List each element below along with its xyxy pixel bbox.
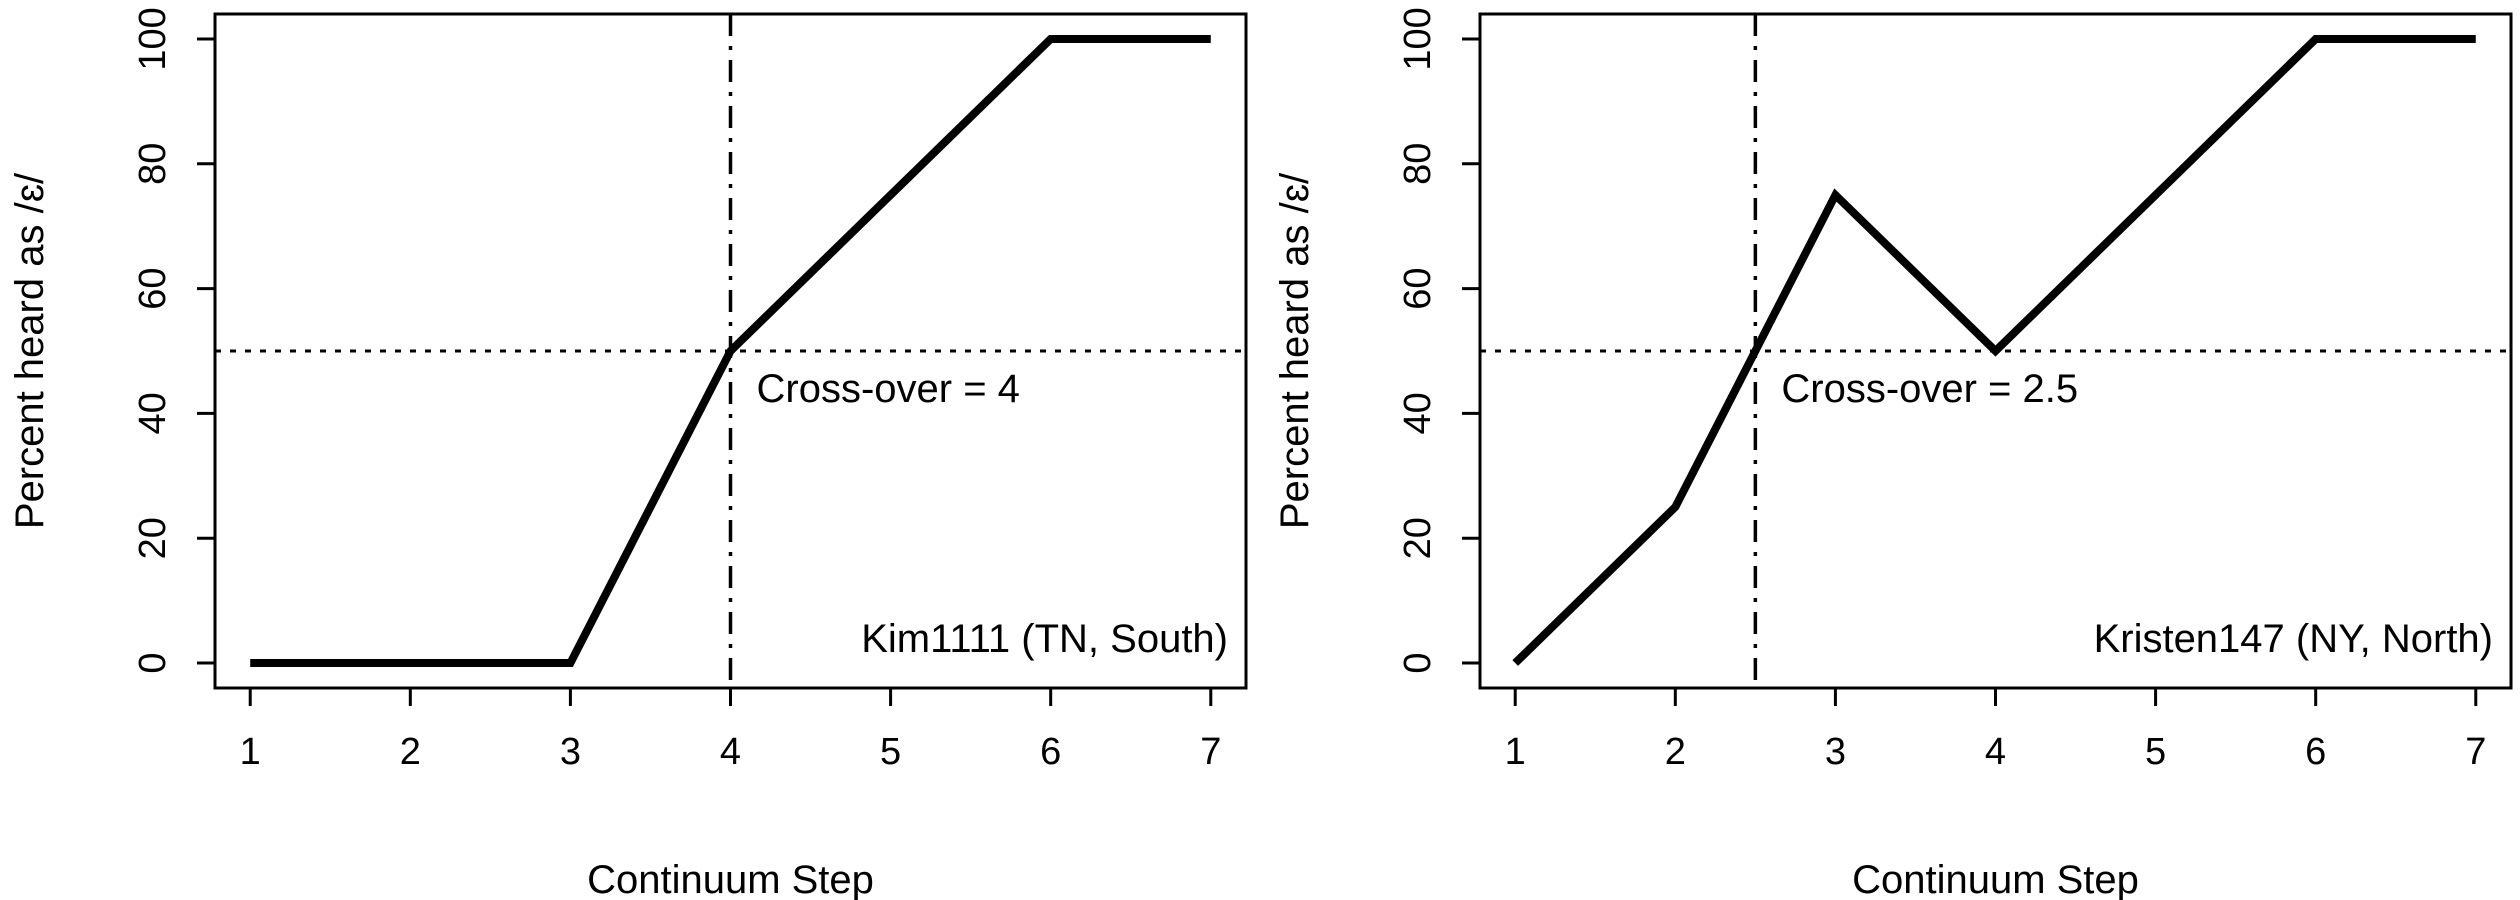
- speaker-label: Kristen147 (NY, North): [2094, 617, 2493, 661]
- y-tick-label: 60: [132, 267, 174, 309]
- speaker-label: Kim1111 (TN, South): [861, 617, 1228, 661]
- chart-panel-1: 1 2 3 4 5 6 7 0 20 40 60 80 100 Continuum Step Percent…: [8, 7, 1248, 900]
- series-line-1: [1512, 34, 2476, 666]
- y-tick-label: 60: [1397, 267, 1439, 309]
- y-tick-label: 0: [132, 652, 174, 673]
- x-tick-label: 4: [720, 731, 741, 773]
- y-tick-label: 80: [1397, 143, 1439, 185]
- y-axis-title: Percent heard as /ɛ/: [1273, 172, 1317, 529]
- x-tick-label: 3: [1825, 731, 1846, 773]
- x-tick-label: 6: [2305, 731, 2326, 773]
- x-tick-label: 4: [1985, 731, 2006, 773]
- x-tick-label: 3: [560, 731, 581, 773]
- x-tick-label: 5: [2145, 731, 2166, 773]
- crossover-annotation: Cross-over = 4: [757, 367, 1020, 411]
- y-tick-label: 40: [1397, 392, 1439, 434]
- y-tick-label: 0: [1397, 652, 1439, 673]
- y-tick-label: 40: [132, 392, 174, 434]
- x-tick-label: 7: [1200, 731, 1221, 773]
- crossover-annotation: Cross-over = 2.5: [1781, 367, 2078, 411]
- x-tick-label: 1: [1505, 731, 1526, 773]
- x-tick-label: 6: [1040, 731, 1061, 773]
- y-tick-label: 20: [1397, 517, 1439, 559]
- y-tick-label: 100: [1397, 7, 1439, 70]
- x-axis-title: Continuum Step: [587, 858, 874, 900]
- y-tick-label: 20: [132, 517, 174, 559]
- y-tick-label: 100: [132, 7, 174, 70]
- x-tick-label: 2: [400, 731, 421, 773]
- series-line-1: [250, 34, 1211, 668]
- chart-panel-2: 1 2 3 4 5 6 7 0 20 40 60 80 100 Continuum Step Percent…: [1273, 7, 2513, 900]
- x-tick-label: 7: [2465, 731, 2486, 773]
- x-tick-label: 1: [240, 731, 261, 773]
- x-tick-label: 5: [880, 731, 901, 773]
- y-axis-title: Percent heard as /ɛ/: [8, 172, 52, 529]
- x-axis-title: Continuum Step: [1852, 858, 2139, 900]
- x-tick-label: 2: [1665, 731, 1686, 773]
- y-tick-label: 80: [132, 143, 174, 185]
